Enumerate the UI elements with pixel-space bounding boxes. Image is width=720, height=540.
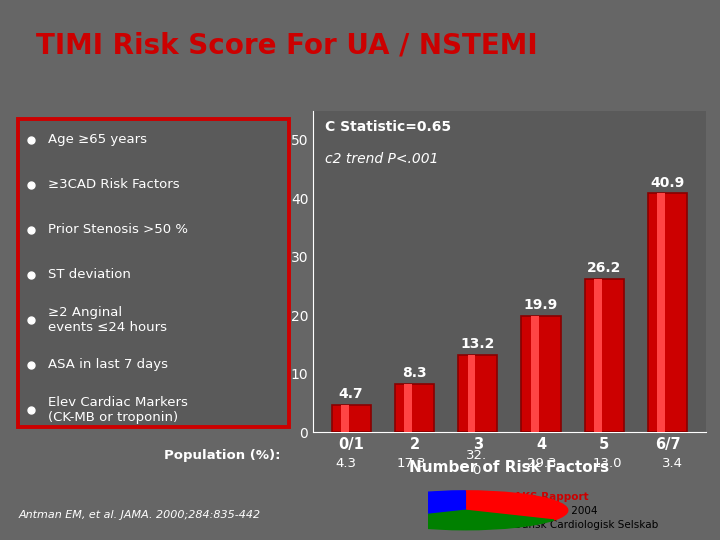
Text: 40.9: 40.9 — [650, 176, 685, 190]
Text: 13.2: 13.2 — [461, 338, 495, 352]
Text: 19.9: 19.9 — [524, 298, 558, 312]
Text: 4.7: 4.7 — [339, 387, 364, 401]
Text: Dansk Cardiologisk Selskab: Dansk Cardiologisk Selskab — [514, 521, 658, 530]
Text: 17.3: 17.3 — [397, 456, 426, 470]
Text: 29.3: 29.3 — [527, 456, 557, 470]
Text: 13.0: 13.0 — [593, 456, 622, 470]
Bar — [341, 404, 348, 432]
Text: Antman EM, et al. JAMA. 2000;284:835-442: Antman EM, et al. JAMA. 2000;284:835-442 — [19, 510, 261, 521]
Bar — [521, 316, 561, 432]
Wedge shape — [363, 491, 465, 520]
Text: ≥3CAD Risk Factors: ≥3CAD Risk Factors — [48, 178, 180, 191]
Text: 32.
0: 32. 0 — [466, 449, 487, 477]
Text: 26.2: 26.2 — [587, 261, 621, 275]
Bar — [395, 383, 434, 432]
Wedge shape — [465, 491, 568, 520]
Bar — [657, 193, 665, 432]
Text: ≥2 Anginal
events ≤24 hours: ≥2 Anginal events ≤24 hours — [48, 306, 167, 334]
Bar — [585, 279, 624, 432]
Bar — [458, 355, 498, 432]
Bar — [467, 355, 475, 432]
Bar — [531, 316, 539, 432]
Text: Age ≥65 years: Age ≥65 years — [48, 133, 148, 146]
Text: 4.3: 4.3 — [336, 456, 356, 470]
FancyBboxPatch shape — [18, 119, 289, 427]
Bar — [594, 279, 602, 432]
X-axis label: Number of Risk Factors: Number of Risk Factors — [410, 460, 609, 475]
Bar — [405, 383, 412, 432]
Text: 3.4: 3.4 — [662, 456, 683, 470]
Text: TIMI Risk Score For UA / NSTEMI: TIMI Risk Score For UA / NSTEMI — [36, 32, 538, 60]
Y-axis label: D/MI/Urg Revasc (%): D/MI/Urg Revasc (%) — [272, 204, 285, 339]
Text: C Statistic=0.65: C Statistic=0.65 — [325, 120, 451, 134]
Text: c2 trend P<.001: c2 trend P<.001 — [325, 152, 438, 166]
Wedge shape — [377, 510, 554, 530]
Text: 8.3: 8.3 — [402, 366, 427, 380]
Text: December 2004: December 2004 — [514, 507, 597, 516]
Text: AKS Rapport: AKS Rapport — [514, 492, 588, 502]
Text: Population (%):: Population (%): — [164, 449, 281, 462]
Text: Elev Cardiac Markers
(CK-MB or troponin): Elev Cardiac Markers (CK-MB or troponin) — [48, 395, 188, 423]
Text: Prior Stenosis >50 %: Prior Stenosis >50 % — [48, 223, 188, 236]
Bar — [648, 193, 688, 432]
Bar — [331, 404, 371, 432]
Text: ST deviation: ST deviation — [48, 268, 131, 281]
Text: ASA in last 7 days: ASA in last 7 days — [48, 358, 168, 371]
